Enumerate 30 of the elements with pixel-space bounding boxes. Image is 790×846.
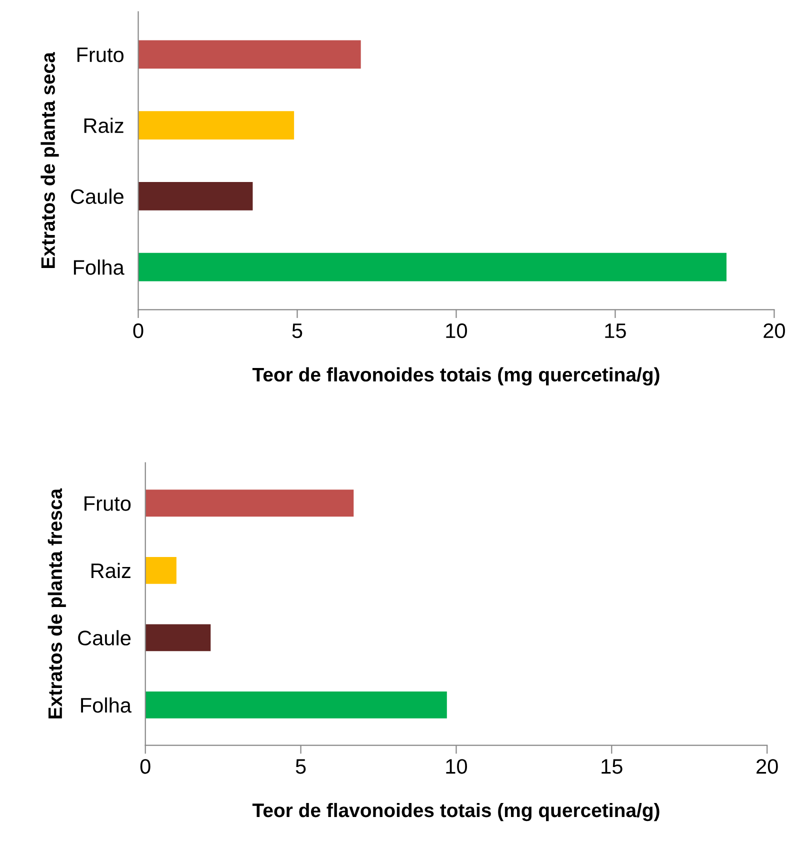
bar bbox=[138, 182, 253, 210]
bar bbox=[145, 624, 211, 652]
y-tick-label: Folha bbox=[81, 697, 132, 713]
x-axis-title: Teor de flavonoides totais (mg quercetina/g) bbox=[252, 802, 660, 822]
bar bbox=[138, 111, 294, 140]
x-tick-label: 20 bbox=[756, 759, 778, 774]
y-tick-label: Caule bbox=[78, 630, 131, 646]
bar bbox=[138, 40, 361, 69]
y-tick-label: Fruto bbox=[77, 48, 124, 62]
y-tick-label: Folha bbox=[74, 260, 124, 275]
x-tick-label: 0 bbox=[133, 323, 144, 338]
x-tick-label: 0 bbox=[140, 759, 150, 774]
y-axis-title: Extratos de planta seca bbox=[40, 52, 59, 268]
x-tick-label: 10 bbox=[446, 323, 467, 338]
bar bbox=[145, 692, 447, 718]
bar bbox=[145, 490, 354, 517]
x-tick-label: 5 bbox=[296, 759, 306, 774]
y-tick-label: Raiz bbox=[84, 118, 124, 134]
x-tick-label: 5 bbox=[292, 324, 302, 338]
x-tick-label: 10 bbox=[446, 759, 467, 774]
x-tick-label: 15 bbox=[605, 324, 626, 338]
y-tick-label: Fruto bbox=[84, 496, 131, 511]
x-tick-label: 20 bbox=[764, 323, 785, 338]
y-axis-title: Extratos de planta fresca bbox=[48, 488, 66, 718]
bar bbox=[138, 252, 727, 282]
y-tick-label: Raiz bbox=[92, 562, 130, 578]
x-tick-label: 15 bbox=[602, 759, 622, 774]
x-axis-title: Teor de flavonoides totais (mg quercetina/g) bbox=[252, 367, 660, 386]
bar bbox=[145, 556, 176, 584]
y-tick-label: Caule bbox=[70, 188, 124, 204]
